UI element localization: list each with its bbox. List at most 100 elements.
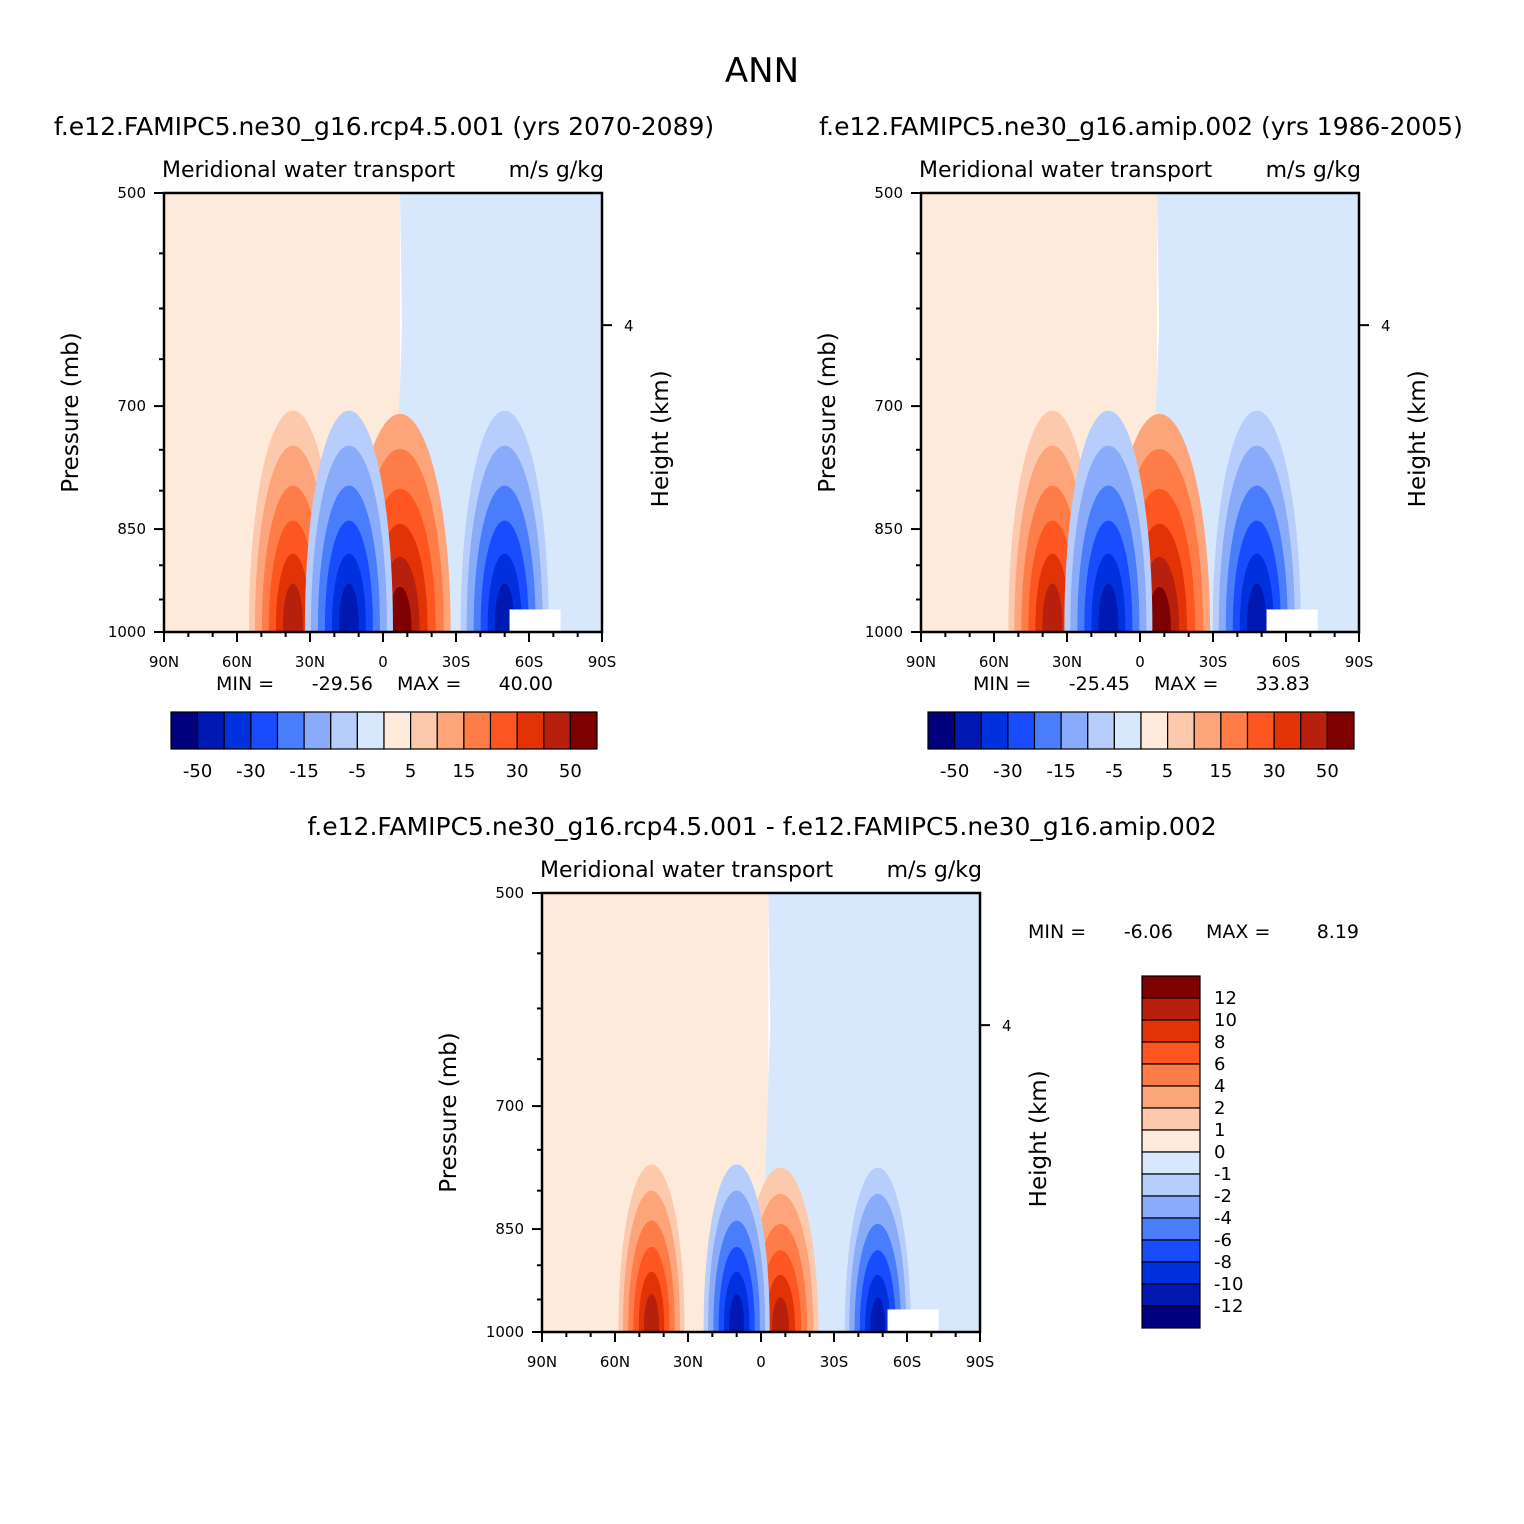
plot-area: Meridional water transport m/s g/kg 500 700… — [58, 158, 674, 671]
colorbar-box — [1326, 711, 1355, 750]
x-tick-label: 30N — [1052, 653, 1082, 671]
colorbar-label: 12 — [1214, 988, 1237, 1009]
colorbar-label: -2 — [1214, 1186, 1232, 1207]
colorbar-box — [489, 711, 518, 750]
max-value: 8.19 — [1317, 921, 1359, 943]
figure-title: ANN — [725, 51, 799, 91]
colorbar-box — [1033, 711, 1062, 750]
contour-band-neg-0 — [392, 193, 602, 632]
contour-band-panel-b-1-5 — [1042, 583, 1063, 632]
colorbar-label: -50 — [940, 761, 969, 782]
colorbar-box — [1167, 711, 1195, 750]
contour-band-panel-a-0-5 — [388, 586, 412, 632]
colorbar-box — [1220, 711, 1249, 750]
x-tick-label: 0 — [756, 1353, 766, 1371]
colorbar-label: -6 — [1214, 1230, 1232, 1251]
y2-tick-label: 4 — [624, 317, 634, 335]
colorbar-box — [954, 711, 982, 750]
y-axis-title: Pressure (mb) — [815, 332, 841, 492]
colorbar-label: 50 — [1316, 761, 1339, 782]
x-tick-label: 90N — [906, 653, 936, 671]
colorbar-label: 2 — [1214, 1098, 1225, 1119]
plot-area: Meridional water transport m/s g/kg 500 700… — [815, 158, 1431, 671]
min-max-stats: MIN = -6.06 MAX = 8.19 — [1028, 921, 1359, 943]
x-tick-label: 60S — [515, 653, 544, 671]
max-value: 40.00 — [499, 673, 553, 695]
min-label: MIN = — [1028, 921, 1086, 943]
x-tick-label: 30S — [442, 653, 471, 671]
case-title: f.e12.FAMIPC5.ne30_g16.amip.002 (yrs 198… — [819, 112, 1463, 141]
contour-field — [921, 193, 1359, 632]
colorbar-label: 0 — [1214, 1142, 1225, 1163]
colorbar-box — [1141, 1151, 1201, 1175]
colorbar-label: -10 — [1214, 1274, 1243, 1295]
colorbar-box — [1141, 1305, 1201, 1329]
colorbar-box — [1141, 1019, 1201, 1043]
x-tick-label: 0 — [1135, 653, 1145, 671]
colorbar-label: 50 — [559, 761, 582, 782]
y-tick-label: 1000 — [865, 623, 903, 641]
colorbar-box — [1007, 711, 1036, 750]
min-max-stats: MIN = -25.45 MAX = 33.83 — [973, 673, 1310, 695]
colorbar-label: -4 — [1214, 1208, 1232, 1229]
colorbar-label: -5 — [1105, 761, 1123, 782]
contour-band-neg-0 — [760, 893, 980, 1332]
x-tick-label: 30S — [820, 1353, 849, 1371]
colorbar-box — [330, 711, 358, 750]
colorbar-label: 10 — [1214, 1010, 1237, 1031]
max-label: MAX = — [397, 673, 461, 695]
colorbar-box — [197, 711, 225, 750]
case-title: f.e12.FAMIPC5.ne30_g16.rcp4.5.001 (yrs 2… — [54, 112, 714, 141]
y-tick-label: 700 — [495, 1097, 524, 1115]
x-tick-label: 60N — [979, 653, 1009, 671]
colorbar-box — [250, 711, 279, 750]
contour-band-panel-b-2-5 — [1098, 583, 1119, 632]
contour-field — [164, 193, 602, 632]
colorbar-box — [1300, 711, 1328, 750]
colorbar-box — [1140, 711, 1169, 750]
colorbar-box — [1141, 1283, 1201, 1307]
max-label: MAX = — [1154, 673, 1218, 695]
case-title: f.e12.FAMIPC5.ne30_g16.rcp4.5.001 - f.e1… — [307, 812, 1216, 841]
colorbar-box — [543, 711, 571, 750]
colorbar-box — [1273, 711, 1302, 750]
colorbar-box — [463, 711, 492, 750]
colorbar-box — [1113, 711, 1142, 750]
colorbar-box — [1141, 1063, 1201, 1087]
colorbar-box — [1193, 711, 1222, 750]
x-tick-label: 90S — [966, 1353, 995, 1371]
colorbar-box — [410, 711, 438, 750]
colorbar-box — [1141, 1239, 1201, 1263]
colorbar-label: 5 — [1162, 761, 1173, 782]
colorbar-box — [1141, 1107, 1201, 1131]
colorbar-label: -1 — [1214, 1164, 1232, 1185]
x-tick-label: 0 — [378, 653, 388, 671]
panel-b: f.e12.FAMIPC5.ne30_g16.amip.002 (yrs 198… — [815, 112, 1463, 782]
y-tick-label: 1000 — [108, 623, 146, 641]
y2-tick-label: 4 — [1381, 317, 1391, 335]
x-tick-label: 60N — [600, 1353, 630, 1371]
colorbar-box — [276, 711, 305, 750]
y-tick-label: 500 — [117, 184, 146, 202]
colorbar-label: 5 — [405, 761, 416, 782]
x-tick-label: 90S — [588, 653, 617, 671]
colorbar-box — [1141, 997, 1201, 1021]
colorbar-box — [1087, 711, 1115, 750]
colorbar-label: 4 — [1214, 1076, 1225, 1097]
left-string: Meridional water transport — [540, 858, 833, 883]
missing-region — [887, 1309, 939, 1332]
contour-band-panel-c-3-5 — [870, 1297, 886, 1332]
colorbar-label: -12 — [1214, 1296, 1243, 1317]
y-tick-label: 850 — [874, 520, 903, 538]
contour-band-panel-b-3-5 — [1246, 583, 1267, 632]
colorbar-box — [303, 711, 332, 750]
colorbar-label: 6 — [1214, 1054, 1225, 1075]
missing-region — [509, 609, 561, 632]
colorbar-box — [1141, 1261, 1201, 1285]
y2-axis-title: Height (km) — [648, 370, 674, 507]
colorbar-box — [516, 711, 545, 750]
y-axis-title: Pressure (mb) — [58, 332, 84, 492]
colorbar-box — [436, 711, 465, 750]
colorbar-label: 15 — [452, 761, 475, 782]
panel-a: f.e12.FAMIPC5.ne30_g16.rcp4.5.001 (yrs 2… — [54, 112, 714, 782]
